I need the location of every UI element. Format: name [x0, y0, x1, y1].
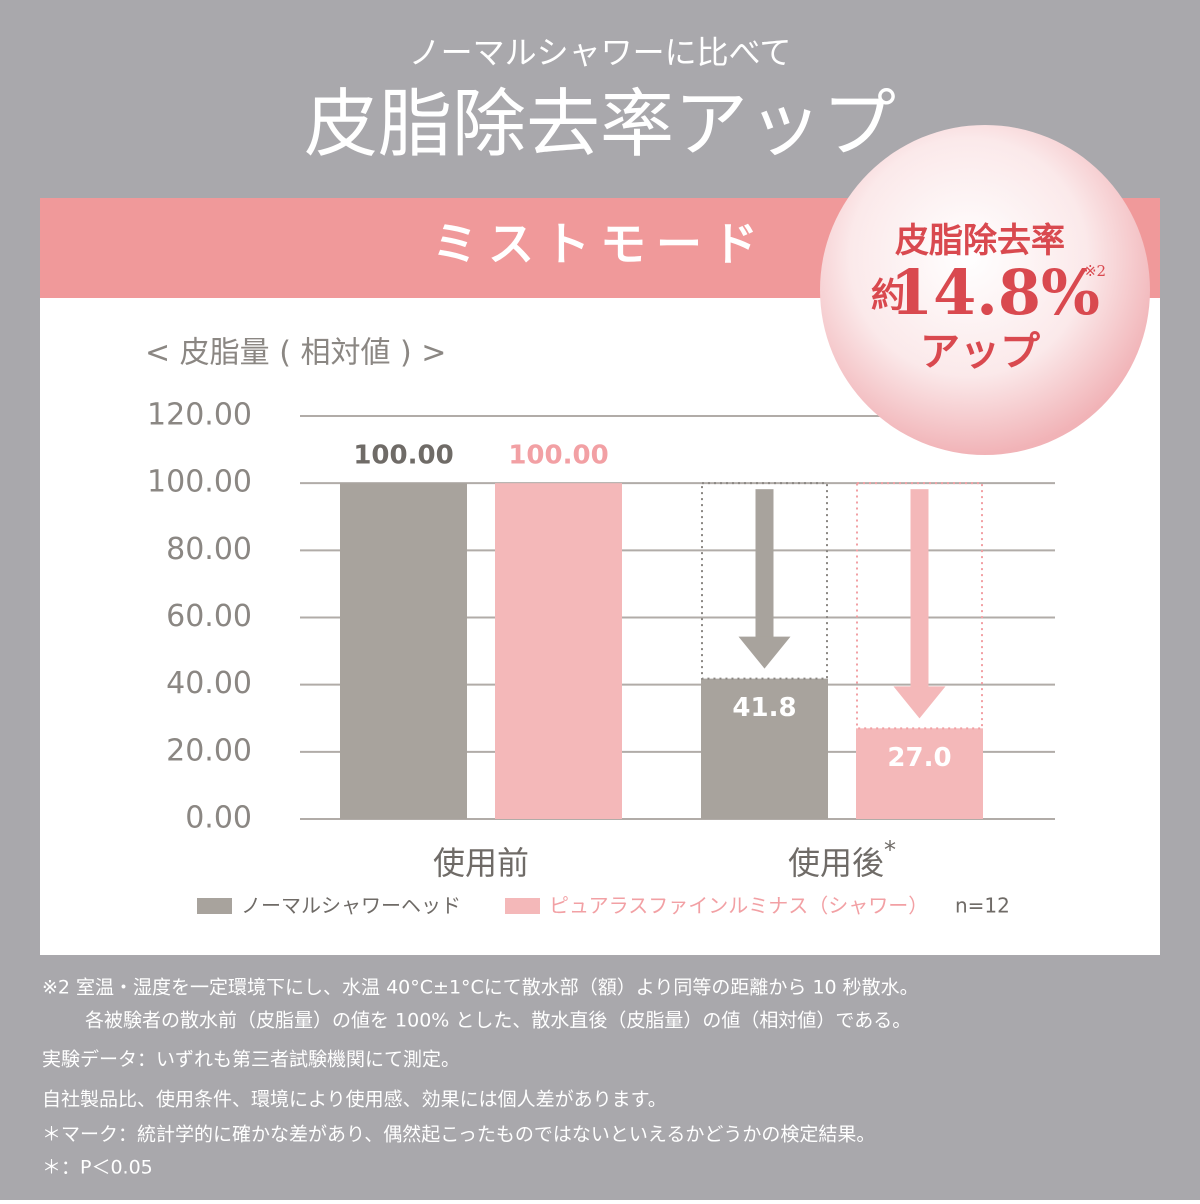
banner-text: ミストモード — [432, 217, 768, 271]
bar — [701, 678, 828, 819]
legend-note: n=12 — [955, 894, 1010, 918]
arrow-shaft — [910, 489, 929, 689]
y-tick-label: 40.00 — [166, 666, 252, 701]
category-name: 使用後 — [788, 844, 884, 882]
badge-note: ※2 — [1084, 262, 1106, 280]
y-tick-label: 60.00 — [166, 599, 252, 634]
plot: 0.00 20.00 40.00 60.00 80.00 100.00 120.00 使用前 1… — [147, 398, 1055, 918]
badge — [820, 125, 1150, 455]
badge-figure: 14.8% — [890, 256, 1100, 329]
bar — [856, 728, 983, 819]
x-tick-label: 使用後* — [788, 836, 896, 882]
reference-outline — [701, 482, 828, 680]
y-tick-label: 0.00 — [185, 801, 252, 836]
footnote: 実験データ：いずれも第三者試験機関にて測定。 — [42, 1049, 460, 1071]
y-tick-label: 20.00 — [166, 733, 252, 768]
y-tick-label: 80.00 — [166, 532, 252, 567]
legend-label: ノーマルシャワーヘッド — [241, 894, 461, 918]
value-label: 100.00 — [353, 441, 453, 471]
y-axis-label: < 皮脂量 ( 相対値 ) > — [145, 336, 446, 371]
subtitle: ノーマルシャワーに比べて — [409, 34, 792, 72]
bar — [340, 483, 467, 819]
footnote: ＊：P＜0.05 — [42, 1157, 153, 1179]
y-tick-label: 100.00 — [147, 465, 252, 500]
category-name: 使用前 — [433, 844, 529, 882]
badge-line: アップ — [920, 328, 1040, 375]
footnote: ＊マーク：統計学的に確かな差があり、偶然起こったものではないといえるかどうかの検… — [42, 1124, 875, 1146]
value-label: 41.8 — [732, 693, 796, 723]
legend-swatch — [197, 898, 232, 914]
badge-prefix: 約 — [871, 276, 905, 316]
legend-swatch — [505, 898, 540, 914]
footnote: 各被験者の散水前（皮脂量）の値を 100% とした、散水直後（皮脂量）の値（相対… — [85, 1010, 911, 1032]
category-mark: * — [884, 836, 896, 864]
reference-outline — [856, 482, 983, 730]
bar — [495, 483, 622, 819]
value-label: 100.00 — [508, 441, 608, 471]
footnote: ※2 室温・湿度を一定環境下にし、水温 40°C±1°Cにて散水部（額）より同等… — [42, 977, 919, 999]
x-tick-label: 使用前 — [433, 844, 529, 882]
value-label: 27.0 — [887, 743, 951, 773]
legend-label: ピュアラスファインルミナス（シャワー） — [549, 894, 928, 918]
badge-line: 皮脂除去率 — [895, 221, 1065, 261]
footnote: 自社製品比、使用条件、環境により使用感、効果には個人差があります。 — [42, 1089, 667, 1111]
arrow-shaft — [755, 489, 774, 639]
arrow-head — [738, 636, 791, 669]
footnotes: ※2 室温・湿度を一定環境下にし、水温 40°C±1°Cにて散水部（額）より同等… — [42, 977, 919, 1179]
title: 皮脂除去率アップ — [304, 81, 896, 167]
arrow-head — [893, 686, 946, 719]
y-tick-label: 120.00 — [147, 398, 252, 433]
